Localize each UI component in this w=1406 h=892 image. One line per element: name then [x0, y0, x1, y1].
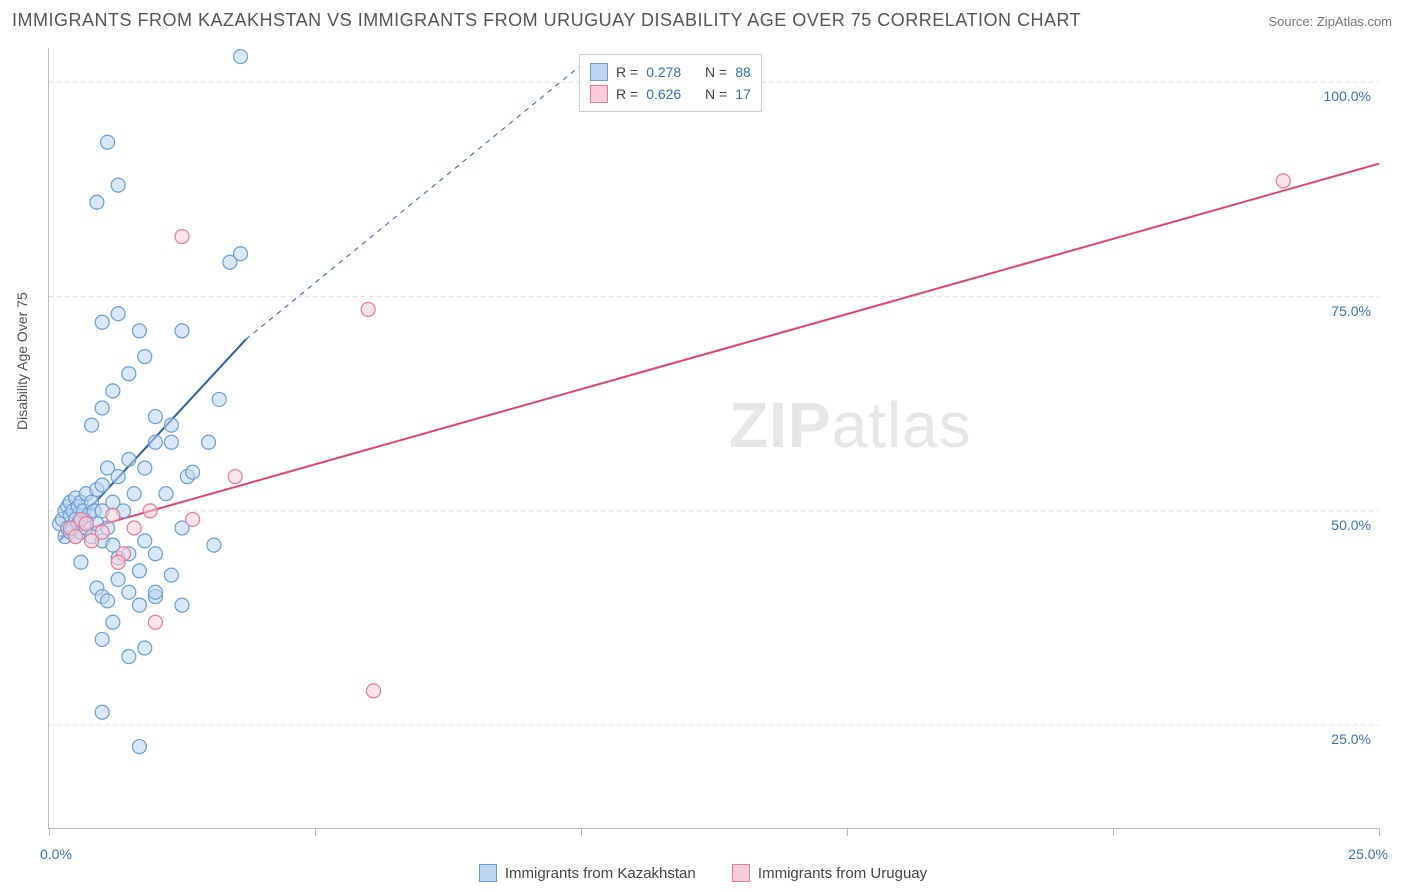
swatch-series1 — [590, 63, 608, 81]
x-tick-max: 25.0% — [1348, 846, 1388, 862]
y-tick-label: 75.0% — [1331, 303, 1371, 319]
y-tick-label: 100.0% — [1324, 88, 1371, 104]
y-axis-label: Disability Age Over 75 — [14, 292, 30, 430]
legend-row-series2: R = 0.626 N = 17 — [590, 83, 751, 105]
legend-item-series2: Immigrants from Uruguay — [732, 864, 927, 882]
series-legend: Immigrants from Kazakhstan Immigrants fr… — [0, 864, 1406, 886]
r-label: R = — [616, 61, 638, 83]
legend-label-series2: Immigrants from Uruguay — [758, 865, 927, 882]
n-label: N = — [705, 61, 727, 83]
x-tick — [1379, 828, 1380, 836]
x-tick — [1113, 828, 1114, 836]
plot-area: ZIPatlas 25.0%50.0%75.0%100.0% R = 0.278… — [48, 48, 1379, 829]
legend-row-series1: R = 0.278 N = 88 — [590, 61, 751, 83]
y-tick-label: 25.0% — [1331, 731, 1371, 747]
chart-svg — [49, 48, 1379, 828]
chart-title: IMMIGRANTS FROM KAZAKHSTAN VS IMMIGRANTS… — [12, 10, 1081, 31]
x-tick — [315, 828, 316, 836]
swatch-series1-bottom — [479, 864, 497, 882]
source-attribution: Source: ZipAtlas.com — [1268, 14, 1392, 29]
n-value-series1: 88 — [735, 61, 751, 83]
x-tick — [847, 828, 848, 836]
r-value-series1: 0.278 — [646, 61, 681, 83]
legend-item-series1: Immigrants from Kazakhstan — [479, 864, 696, 882]
n-label: N = — [705, 83, 727, 105]
correlation-legend: R = 0.278 N = 88 R = 0.626 N = 17 — [579, 54, 762, 112]
r-value-series2: 0.626 — [646, 83, 681, 105]
swatch-series2-bottom — [732, 864, 750, 882]
n-value-series2: 17 — [735, 83, 751, 105]
swatch-series2 — [590, 85, 608, 103]
legend-label-series1: Immigrants from Kazakhstan — [505, 865, 696, 882]
x-tick-min: 0.0% — [40, 846, 72, 862]
x-tick — [581, 828, 582, 836]
r-label: R = — [616, 83, 638, 105]
y-tick-label: 50.0% — [1331, 517, 1371, 533]
x-tick — [49, 828, 50, 836]
